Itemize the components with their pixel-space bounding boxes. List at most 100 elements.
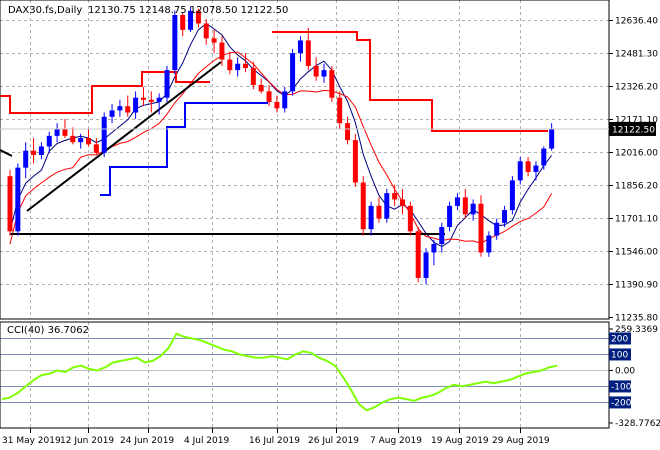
candle-body	[219, 42, 225, 60]
main-plot-frame	[0, 0, 610, 320]
candle-body	[423, 252, 429, 278]
x-tick-label: 16 Jul 2019	[249, 436, 300, 446]
candle-body	[164, 70, 170, 98]
candle-body	[407, 205, 413, 232]
candle-body	[360, 182, 366, 230]
cci-label: CCI(40) 36.7062	[7, 325, 89, 336]
candle-body	[70, 135, 76, 143]
symbol-title: DAX30.fs,Daily	[8, 5, 82, 16]
candle-body	[117, 106, 123, 111]
candle-body	[235, 63, 241, 71]
x-tick-label: 24 Jun 2019	[120, 436, 174, 446]
candle-body	[384, 193, 390, 219]
y-tick-label: 11390.90	[615, 281, 658, 291]
x-tick-label: 26 Jul 2019	[308, 436, 359, 446]
candle-body	[46, 135, 52, 147]
candle-body	[321, 70, 327, 77]
cci-series	[1, 332, 558, 412]
candle-body	[38, 146, 44, 155]
candle-body	[227, 59, 233, 71]
candle-body	[329, 70, 335, 98]
candle-body	[517, 161, 523, 181]
candle-body	[109, 110, 115, 117]
cci-tick-label: -100	[611, 382, 632, 392]
y-tick-label: 12171.10	[615, 116, 658, 126]
x-tick-label: 4 Jul 2019	[184, 436, 229, 446]
candle-body	[140, 97, 146, 100]
candle-body	[305, 40, 311, 66]
candle-body	[525, 161, 531, 172]
candle-body	[439, 227, 445, 245]
candle-body	[78, 137, 84, 143]
candle-body	[376, 205, 382, 219]
candle-body	[101, 116, 107, 153]
current-price-tag	[609, 121, 656, 136]
x-tick-label: 12 Jun 2019	[60, 436, 114, 446]
candle-body	[203, 23, 209, 39]
candle-body	[541, 148, 547, 166]
candle-body	[400, 199, 405, 206]
candle-body	[250, 68, 256, 85]
cci-level-tag	[609, 332, 631, 345]
candle-body	[282, 91, 288, 109]
candle-body	[211, 38, 217, 43]
candle-body	[431, 244, 437, 253]
y-tick-label: 12481.30	[615, 50, 658, 60]
cci-tick-label: 100	[611, 350, 628, 360]
candle-body	[133, 97, 139, 113]
candle-body	[274, 101, 280, 109]
x-tick-label: 31 May 2019	[2, 436, 61, 446]
candle-body	[290, 53, 296, 92]
y-tick-label: 11235.80	[615, 314, 658, 324]
candle-body	[470, 203, 476, 215]
candle-body	[62, 129, 68, 136]
candle-body	[31, 150, 37, 155]
y-tick-label: 11546.00	[615, 248, 658, 258]
candle-body	[478, 203, 484, 253]
candle-body	[345, 123, 351, 141]
candle-body	[462, 197, 468, 215]
candle-body	[494, 222, 500, 236]
candle-body	[148, 99, 154, 102]
candle-body	[368, 205, 374, 230]
x-tick-label: 19 Aug 2019	[431, 436, 489, 446]
candle-body	[125, 106, 131, 113]
candle-body	[447, 205, 453, 228]
x-tick-label: 7 Aug 2019	[370, 436, 422, 446]
cci-tick-label: -200	[611, 398, 632, 408]
indicator-plot-frame	[0, 321, 610, 429]
candle-body	[266, 91, 272, 102]
candle-body	[533, 165, 539, 172]
cci-tick-label: -328.7762	[615, 419, 660, 429]
candle-body	[188, 10, 194, 30]
candle-body	[454, 197, 460, 206]
ma-slow-line	[9, 51, 553, 245]
candle-body	[172, 14, 178, 71]
y-tick-label: 12016.00	[615, 149, 658, 159]
support-step-line	[100, 102, 268, 196]
candle-body	[7, 176, 13, 232]
candle-body	[15, 167, 21, 232]
y-tick-label: 11701.10	[615, 215, 658, 225]
cci-level-tag	[609, 348, 631, 361]
candle-body	[297, 40, 303, 54]
trend-line-left	[0, 149, 13, 157]
y-tick-label: 12326.20	[615, 83, 658, 93]
candle-body	[337, 97, 343, 124]
cci-tick-label: 0.00	[615, 366, 635, 376]
current-price-label: 12122.50	[612, 125, 655, 135]
trend-line	[26, 61, 222, 212]
resistance-step-line	[0, 71, 210, 114]
cci-level-tag	[609, 380, 631, 393]
resistance-step-line-2	[272, 31, 548, 132]
cci-tick-label: 259.3369	[615, 325, 658, 335]
cci-tick-label: 200	[611, 334, 628, 344]
candle-body	[352, 140, 358, 183]
candle-body	[156, 97, 162, 102]
cci-line	[1, 332, 558, 412]
candle-body	[509, 180, 515, 211]
candle-body	[313, 65, 319, 77]
candle-body	[392, 193, 398, 200]
y-tick-label: 12636.40	[615, 17, 658, 27]
